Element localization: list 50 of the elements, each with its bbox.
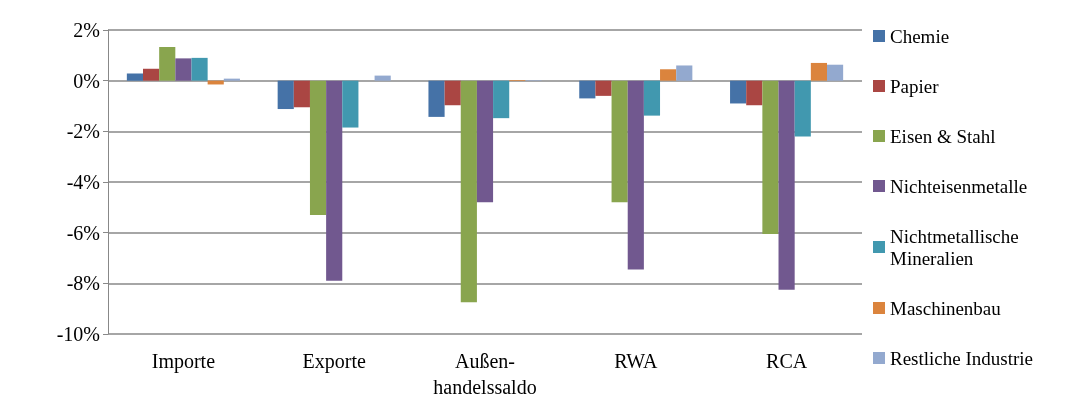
bar [476,80,494,203]
bar [794,80,811,137]
bar [143,68,160,81]
x-tick-label: Exporte [302,350,366,373]
x-tick-label: Importe [151,350,216,373]
legend-label: Maschinenbau [890,297,1002,319]
bar [126,73,144,81]
bar [293,80,310,108]
bar [277,80,294,110]
y-tick-label: -2% [66,120,100,143]
bar [579,80,596,99]
bar [309,80,327,215]
bar [762,80,779,234]
bar [223,78,240,81]
bar [660,69,677,81]
legend-label: Eisen & Stahl [890,125,996,147]
legend-label: Restliche Industrie [890,347,1033,369]
bar [810,62,827,81]
bar [643,80,661,116]
bar [595,80,612,96]
bar [460,80,477,303]
bar [778,80,795,290]
bar [611,80,628,203]
x-tick-label: RWA [614,350,659,372]
bar [342,80,359,128]
bar [175,58,192,81]
bar [374,75,391,81]
bar [746,80,763,106]
legend-label: Nichteisenmetalle [890,175,1028,197]
y-tick-label: -6% [66,221,100,244]
bar [428,80,445,117]
bar [191,57,208,81]
y-tick-label: 2% [73,19,100,41]
bar [627,80,644,270]
legend-label: Chemie [890,25,950,47]
legend-label: Nichtmetallische Mineralien [890,225,1024,269]
bar [493,80,510,119]
y-tick-label: -10% [56,323,100,345]
x-tick-label: Außen- handelssaldo [433,350,537,398]
bar [159,46,176,81]
y-tick-label: -4% [66,171,100,193]
bar [326,80,343,281]
legend-label: Papier [890,75,940,97]
y-tick-label: -8% [66,272,100,295]
x-tick-label: RCA [766,350,808,372]
bar [730,80,747,104]
bar [676,65,693,81]
bar [826,64,844,81]
y-tick-label: 0% [73,69,100,92]
bar [444,80,461,106]
